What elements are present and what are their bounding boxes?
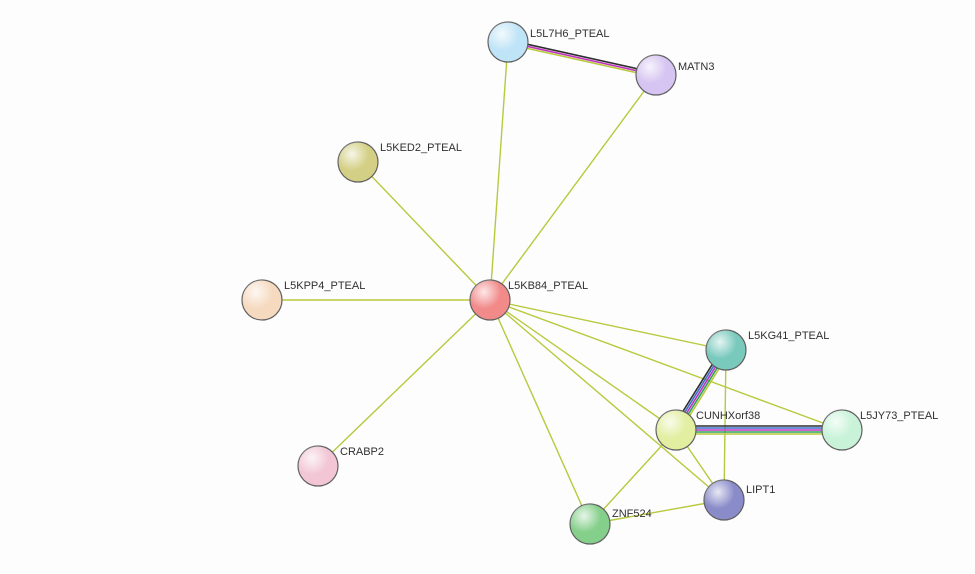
edge [508,40,656,73]
edges-layer [262,40,842,524]
edge [508,42,656,75]
node-label: L5JY73_PTEAL [860,410,938,422]
edge [358,162,490,300]
node-L5JY73_PTEAL[interactable]: L5JY73_PTEAL [822,410,938,450]
node-highlight [656,410,696,450]
node-LIPT1[interactable]: LIPT1 [704,480,775,520]
edge [508,44,656,77]
node-highlight [570,504,610,544]
node-L5L7H6_PTEAL[interactable]: L5L7H6_PTEAL [488,22,610,62]
node-highlight [704,480,744,520]
nodes-layer: L5L7H6_PTEAL MATN3 L5KED2_PTEAL L5KPP4_PTEA… [242,22,938,544]
edge [490,300,842,430]
node-L5KED2_PTEAL[interactable]: L5KED2_PTEAL [338,142,462,182]
network-graph: L5L7H6_PTEAL MATN3 L5KED2_PTEAL L5KPP4_PTEA… [0,0,975,574]
node-highlight [636,55,676,95]
node-CRABP2[interactable]: CRABP2 [298,446,384,486]
edge [490,42,508,300]
node-label: MATN3 [678,61,714,73]
node-label: L5KPP4_PTEAL [284,280,365,292]
node-highlight [822,410,862,450]
node-highlight [298,446,338,486]
node-label: LIPT1 [746,484,775,496]
node-L5KG41_PTEAL[interactable]: L5KG41_PTEAL [706,330,829,370]
edge [490,75,656,300]
node-highlight [488,22,528,62]
node-label: L5KB84_PTEAL [508,280,588,292]
node-label: L5L7H6_PTEAL [530,28,610,40]
node-highlight [338,142,378,182]
node-label: CRABP2 [340,446,384,458]
node-label: L5KG41_PTEAL [748,330,829,342]
node-label: L5KED2_PTEAL [380,142,462,154]
edge [490,300,590,524]
node-ZNF524[interactable]: ZNF524 [570,504,652,544]
node-label: CUNHXorf38 [696,410,760,422]
node-MATN3[interactable]: MATN3 [636,55,714,95]
edge [318,300,490,466]
edge [490,300,724,500]
node-highlight [470,280,510,320]
node-highlight [706,330,746,370]
edge [724,350,726,500]
node-highlight [242,280,282,320]
